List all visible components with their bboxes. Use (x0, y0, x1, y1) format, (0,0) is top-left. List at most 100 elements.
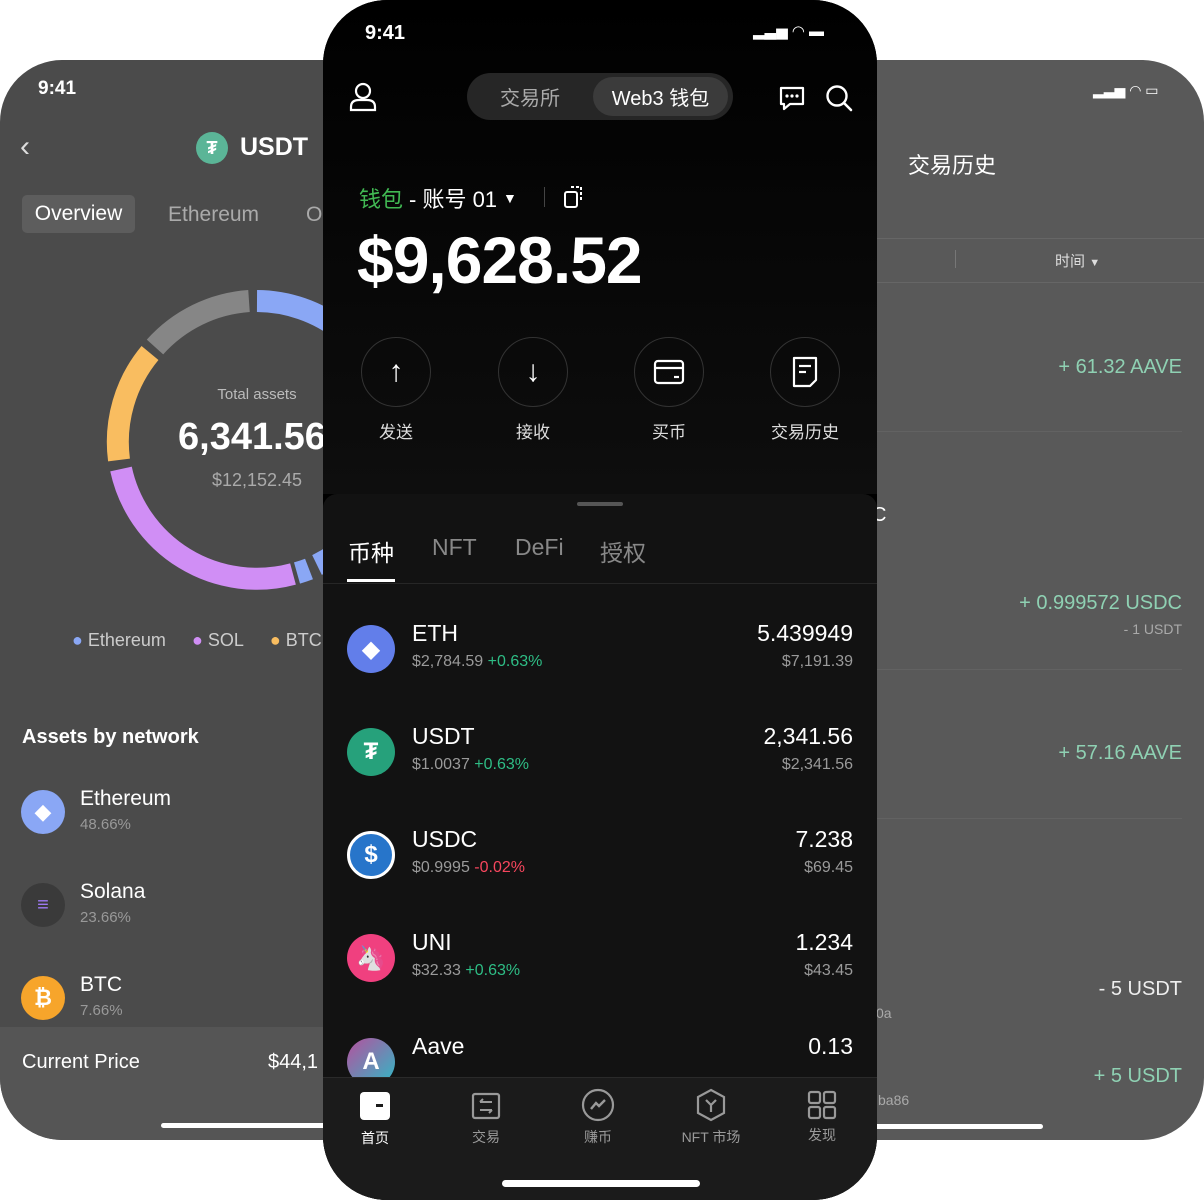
section-title: Assets by network (22, 726, 199, 748)
divider (780, 431, 1182, 432)
active-tab-underline (347, 579, 395, 582)
network-name: BTC (80, 973, 122, 996)
donut-segment-other (146, 290, 251, 355)
transaction-amount: + 0.999572 USDC (1019, 592, 1182, 614)
asset-value: $7,191.39 (781, 653, 853, 670)
tab-other[interactable]: O (306, 203, 323, 226)
usdt-icon: ₮ (347, 728, 395, 776)
copy-icon[interactable] (563, 185, 585, 209)
buy-crypto-button[interactable]: 买币 (634, 337, 704, 443)
swap-icon (471, 1092, 501, 1120)
legend-btc: ● BTC (269, 630, 322, 650)
home-wallet-icon (360, 1092, 390, 1120)
network-percent: 48.66% (80, 816, 131, 833)
current-price-value: $44,1 (268, 1051, 319, 1073)
donut-segment-sol (110, 466, 296, 590)
separator (544, 187, 545, 207)
bitcoin-icon: ₿ (21, 976, 65, 1020)
sheet-handle[interactable] (577, 502, 623, 506)
donut-segment-btc (106, 345, 159, 462)
asset-symbol: UNI (412, 929, 452, 955)
nft-hexagon-icon (696, 1088, 726, 1122)
asset-row-usdt[interactable]: ₮ USDT $1.0037 +0.63% 2,341.56 $2,341.56 (323, 721, 877, 781)
chat-icon[interactable] (778, 84, 806, 112)
action-label: 交易历史 (771, 423, 839, 442)
nav-trade[interactable]: 交易 (431, 1092, 541, 1147)
transaction-history-button[interactable]: 交易历史 (770, 337, 840, 443)
asset-price: $0.9995 (412, 859, 470, 876)
usdt-icon: ₮ (196, 132, 228, 164)
home-indicator (161, 1123, 361, 1128)
action-label: 发送 (379, 423, 413, 442)
asset-amount: 5.439949 (757, 620, 853, 646)
tab-tokens[interactable]: 币种 (348, 540, 394, 566)
arrow-up-icon: ↑ (361, 337, 431, 407)
asset-symbol: ETH (412, 620, 458, 646)
tab-defi[interactable]: DeFi (515, 534, 564, 560)
asset-price: $1.0037 (412, 756, 470, 773)
legend-sol: ● SOL (191, 630, 244, 650)
caret-down-icon: ▼ (1089, 257, 1101, 269)
donut-segment-ethereum-end (293, 558, 313, 584)
receive-button[interactable]: ↓ 接收 (498, 337, 568, 443)
asset-value: $43.45 (804, 962, 853, 979)
eth-icon: ◆ (347, 625, 395, 673)
uni-icon: 🦄 (347, 934, 395, 982)
bottom-nav: 首页 交易 赚币 NFT 市场 发现 (323, 1077, 877, 1200)
earn-trend-icon (581, 1088, 615, 1122)
asset-change: +0.63% (474, 756, 530, 773)
search-icon[interactable] (825, 84, 853, 112)
profile-icon[interactable] (349, 82, 377, 112)
tab-nft[interactable]: NFT (432, 534, 477, 560)
network-name: Ethereum (80, 787, 172, 810)
nav-discover[interactable]: 发现 (767, 1090, 877, 1145)
send-button[interactable]: ↑ 发送 (361, 337, 431, 443)
asset-symbol: Aave (412, 1033, 465, 1059)
segment-exchange[interactable]: 交易所 (500, 88, 560, 110)
nav-home[interactable]: 首页 (323, 1092, 430, 1148)
divider (780, 282, 1204, 283)
filter-time-dropdown[interactable]: 时间 ▼ (1055, 253, 1101, 270)
asset-amount: 1.234 (795, 929, 853, 955)
asset-row-usdc[interactable]: $ USDC $0.9995 -0.02% 7.238 $69.45 (323, 824, 877, 884)
clipped-address: ba86 (878, 1092, 910, 1108)
solana-icon: ≡ (21, 883, 65, 927)
action-label: 买币 (652, 423, 686, 442)
network-percent: 23.66% (80, 909, 131, 926)
status-time: 9:41 (38, 78, 77, 99)
tab-approvals[interactable]: 授权 (600, 540, 646, 566)
tab-overview[interactable]: Overview (22, 195, 135, 233)
ethereum-icon: ◆ (21, 790, 65, 834)
home-indicator (870, 1124, 1043, 1129)
transaction-sub-amount: - 1 USDT (1123, 621, 1182, 637)
mode-segmented-control: 交易所 Web3 钱包 (467, 73, 733, 120)
status-time: 9:41 (365, 22, 406, 44)
home-indicator (502, 1180, 700, 1187)
filter-separator (955, 250, 956, 268)
asset-price: $32.33 (412, 962, 461, 979)
caret-down-icon: ▼ (503, 190, 517, 206)
document-icon (770, 337, 840, 407)
asset-row-eth[interactable]: ◆ ETH $2,784.59 +0.63% 5.439949 $7,191.3… (323, 618, 877, 678)
transaction-amount: + 61.32 AAVE (1058, 356, 1182, 378)
nav-earn[interactable]: 赚币 (543, 1088, 653, 1147)
tab-ethereum[interactable]: Ethereum (168, 203, 260, 226)
asset-symbol: USDT (412, 723, 475, 749)
network-percent: 7.66% (80, 1002, 123, 1019)
asset-change: +0.63% (465, 962, 521, 979)
asset-change: +0.63% (487, 653, 543, 670)
segment-web3-wallet[interactable]: Web3 钱包 (593, 77, 728, 116)
asset-row-uni[interactable]: 🦄 UNI $32.33 +0.63% 1.234 $43.45 (323, 927, 877, 987)
current-price-label: Current Price (22, 1051, 140, 1073)
back-chevron-icon[interactable]: ‹ (20, 130, 30, 163)
account-selector[interactable]: 钱包 - 账号 01 ▼ (359, 182, 517, 214)
nav-nft-market[interactable]: NFT 市场 (656, 1088, 766, 1147)
asset-value: $2,341.56 (781, 756, 853, 773)
legend-ethereum: ● Ethereum (72, 630, 166, 650)
total-assets-label: Total assets (217, 386, 297, 403)
clipped-address: 0a (876, 1005, 892, 1021)
arrow-down-icon: ↓ (498, 337, 568, 407)
asset-symbol: USDC (412, 826, 478, 852)
chart-legend: ● Ethereum ● SOL ● BTC (72, 630, 322, 651)
transaction-amount: + 57.16 AAVE (1058, 742, 1182, 764)
